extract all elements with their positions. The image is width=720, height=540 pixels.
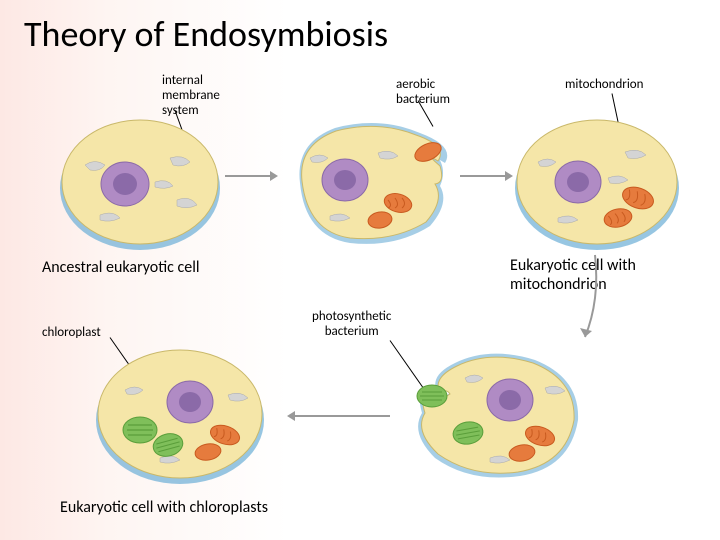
label-aerobic-bacterium: aerobic bacterium	[396, 78, 450, 108]
caption-ancestral: Ancestral eukaryotic cell	[42, 258, 200, 277]
cell-ancestral	[55, 110, 225, 260]
arrow-3	[295, 415, 390, 417]
page-title: Theory of Endosymbiosis	[24, 12, 388, 56]
caption-euk-mito: Eukaryotic cell with mitochondrion	[510, 256, 636, 294]
label-photo-bacterium: photosynthetic bacterium	[312, 310, 391, 340]
cell-with-mito	[510, 110, 685, 260]
arrow-down	[580, 255, 610, 345]
caption-euk-chloro: Eukaryotic cell with chloroplasts	[60, 498, 268, 517]
cell-engulfing-aerobic	[280, 108, 460, 263]
arrow-2	[460, 175, 505, 177]
label-mitochondrion: mitochondrion	[565, 78, 644, 93]
cell-engulfing-photo	[400, 338, 595, 498]
cell-with-chloro	[90, 340, 270, 495]
arrow-1	[225, 175, 270, 177]
label-chloroplast: chloroplast	[42, 326, 101, 341]
